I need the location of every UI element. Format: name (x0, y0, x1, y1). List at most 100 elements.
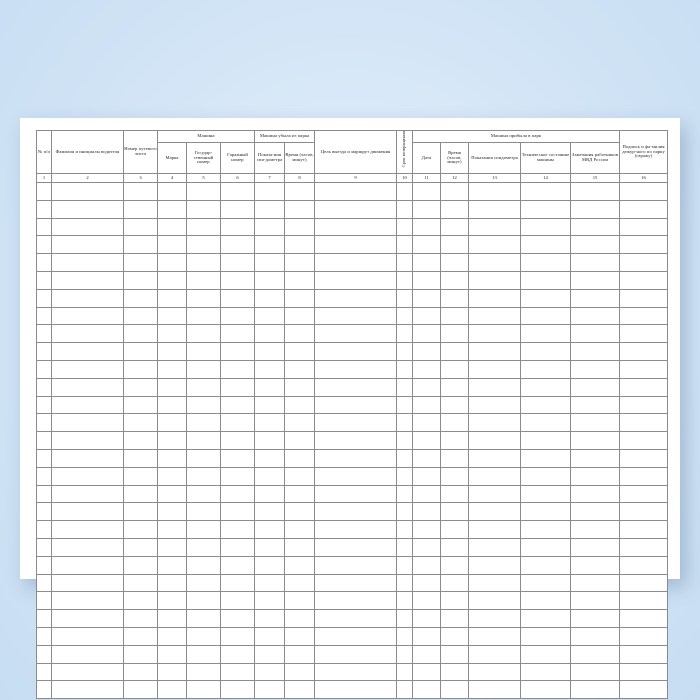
table-cell[interactable] (186, 662, 221, 682)
table-cell[interactable] (440, 235, 470, 255)
table-cell[interactable] (186, 555, 221, 575)
table-cell[interactable] (186, 448, 221, 468)
table-cell[interactable] (396, 395, 414, 415)
table-cell[interactable] (254, 520, 286, 539)
table-cell[interactable] (123, 591, 158, 611)
table-cell[interactable] (314, 502, 398, 522)
table-cell[interactable] (570, 609, 621, 628)
table-cell[interactable] (440, 680, 470, 700)
table-cell[interactable] (314, 573, 398, 593)
table-cell[interactable] (186, 342, 221, 361)
table-cell[interactable] (284, 626, 316, 646)
table-cell[interactable] (51, 182, 124, 201)
table-cell[interactable] (123, 520, 158, 539)
table-cell[interactable] (314, 377, 398, 397)
table-cell[interactable] (51, 537, 124, 557)
table-cell[interactable] (440, 609, 470, 628)
table-cell[interactable] (440, 217, 470, 237)
table-cell[interactable] (254, 662, 286, 682)
table-cell[interactable] (254, 253, 286, 272)
table-cell[interactable] (186, 573, 221, 593)
table-cell[interactable] (440, 644, 470, 664)
table-cell[interactable] (219, 377, 256, 397)
table-cell[interactable] (36, 359, 52, 379)
table-cell[interactable] (51, 644, 124, 664)
table-cell[interactable] (570, 680, 621, 700)
table-cell[interactable] (157, 626, 187, 646)
table-cell[interactable] (468, 573, 522, 593)
table-cell[interactable] (412, 609, 442, 628)
table-cell[interactable] (396, 555, 414, 575)
table-cell[interactable] (123, 662, 158, 682)
table-cell[interactable] (520, 609, 572, 628)
table-cell[interactable] (440, 359, 470, 379)
table-cell[interactable] (412, 431, 442, 450)
table-cell[interactable] (186, 626, 221, 646)
table-cell[interactable] (314, 466, 398, 486)
table-cell[interactable] (412, 306, 442, 326)
table-cell[interactable] (254, 680, 286, 700)
table-cell[interactable] (284, 199, 316, 219)
table-cell[interactable] (570, 537, 621, 557)
table-cell[interactable] (157, 537, 187, 557)
table-cell[interactable] (570, 253, 621, 272)
table-cell[interactable] (440, 324, 470, 344)
table-cell[interactable] (219, 324, 256, 344)
table-cell[interactable] (254, 466, 286, 486)
table-cell[interactable] (570, 591, 621, 611)
table-cell[interactable] (520, 591, 572, 611)
table-cell[interactable] (570, 324, 621, 344)
table-cell[interactable] (36, 288, 52, 308)
table-cell[interactable] (157, 270, 187, 290)
table-cell[interactable] (619, 555, 669, 575)
table-cell[interactable] (314, 484, 398, 504)
table-cell[interactable] (412, 235, 442, 255)
table-cell[interactable] (440, 395, 470, 415)
table-cell[interactable] (468, 395, 522, 415)
table-cell[interactable] (468, 217, 522, 237)
table-cell[interactable] (157, 680, 187, 700)
table-cell[interactable] (440, 413, 470, 433)
table-cell[interactable] (520, 235, 572, 255)
table-cell[interactable] (468, 537, 522, 557)
table-cell[interactable] (51, 573, 124, 593)
table-cell[interactable] (51, 270, 124, 290)
table-cell[interactable] (219, 199, 256, 219)
table-cell[interactable] (412, 662, 442, 682)
table-cell[interactable] (219, 644, 256, 664)
table-cell[interactable] (51, 288, 124, 308)
table-cell[interactable] (396, 502, 414, 522)
table-cell[interactable] (284, 377, 316, 397)
table-cell[interactable] (520, 413, 572, 433)
table-cell[interactable] (440, 502, 470, 522)
table-cell[interactable] (396, 359, 414, 379)
table-cell[interactable] (254, 644, 286, 664)
table-cell[interactable] (570, 573, 621, 593)
table-cell[interactable] (157, 288, 187, 308)
table-cell[interactable] (570, 626, 621, 646)
table-cell[interactable] (36, 395, 52, 415)
table-cell[interactable] (468, 324, 522, 344)
table-cell[interactable] (157, 253, 187, 272)
table-cell[interactable] (619, 288, 669, 308)
table-cell[interactable] (314, 591, 398, 611)
table-cell[interactable] (284, 253, 316, 272)
table-cell[interactable] (314, 555, 398, 575)
table-row[interactable] (36, 448, 669, 468)
table-cell[interactable] (412, 377, 442, 397)
table-cell[interactable] (570, 342, 621, 361)
table-cell[interactable] (186, 591, 221, 611)
table-row[interactable] (36, 288, 669, 308)
table-cell[interactable] (123, 413, 158, 433)
table-cell[interactable] (157, 306, 187, 326)
table-row[interactable] (36, 680, 669, 700)
table-cell[interactable] (219, 466, 256, 486)
table-cell[interactable] (123, 484, 158, 504)
table-cell[interactable] (520, 377, 572, 397)
table-cell[interactable] (619, 235, 669, 255)
table-row[interactable] (36, 466, 669, 486)
table-cell[interactable] (468, 342, 522, 361)
table-cell[interactable] (314, 306, 398, 326)
table-cell[interactable] (440, 537, 470, 557)
table-cell[interactable] (619, 395, 669, 415)
